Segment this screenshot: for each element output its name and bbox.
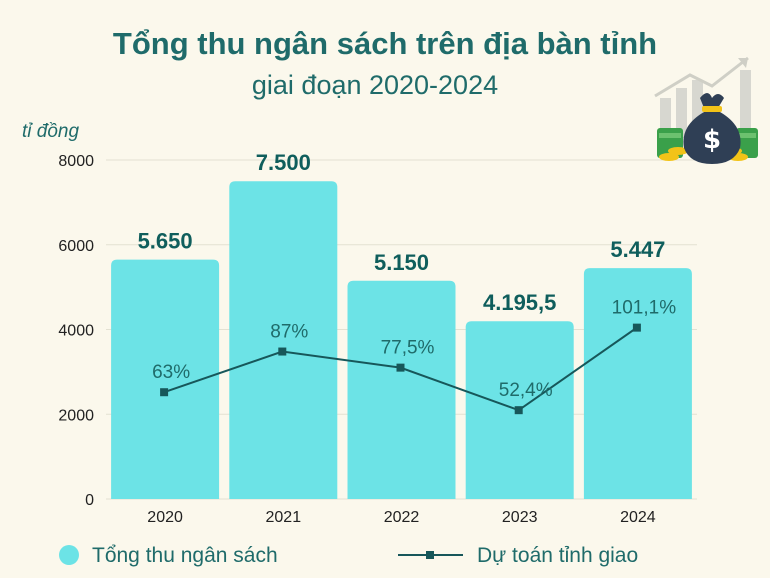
- bar-2024: [583, 268, 692, 499]
- line-point: [514, 406, 523, 415]
- line-series: 63% 87% 77,5% 52,4% 101,1%: [152, 298, 676, 415]
- bar-value-label: 5.150: [374, 250, 429, 275]
- x-axis-ticks: 2020 2021 2022 2023 2024: [147, 509, 655, 526]
- bar-2022: [347, 280, 456, 499]
- line-point: [632, 323, 641, 332]
- line-value-label: 87%: [270, 322, 308, 343]
- y-tick-label: 2000: [58, 407, 94, 424]
- line-value-label: 77,5%: [381, 338, 435, 359]
- bar-value-label: 7.500: [256, 150, 311, 175]
- legend-marker-bar: [59, 545, 79, 565]
- x-tick-label: 2023: [502, 509, 538, 526]
- x-tick-label: 2022: [384, 509, 420, 526]
- svg-text:$: $: [703, 125, 721, 155]
- line-point: [396, 363, 405, 372]
- legend: Tổng thu ngân sách Dự toán tỉnh giao: [59, 544, 638, 567]
- x-tick-label: 2020: [147, 509, 183, 526]
- y-tick-label: 4000: [58, 323, 94, 340]
- bar-value-label: 5.447: [610, 237, 665, 262]
- bar-2021: [229, 181, 338, 499]
- bar-value-label: 5.650: [138, 229, 193, 254]
- x-tick-label: 2021: [266, 509, 302, 526]
- legend-label-line: Dự toán tỉnh giao: [477, 544, 638, 567]
- chart-title: Tổng thu ngân sách trên địa bàn tỉnh: [113, 26, 657, 61]
- bar-value-labels: 5.650 7.500 5.150 4.195,5 5.447: [138, 150, 666, 315]
- y-axis-ticks: 0 2000 4000 6000 8000: [58, 153, 94, 509]
- line-value-label: 52,4%: [499, 380, 553, 401]
- bar-value-label: 4.195,5: [483, 290, 556, 315]
- line-point: [278, 347, 287, 356]
- legend-label-bar: Tổng thu ngân sách: [92, 544, 278, 567]
- line-value-label: 63%: [152, 362, 190, 383]
- y-axis-unit: tỉ đồng: [22, 121, 79, 142]
- y-tick-label: 6000: [58, 238, 94, 255]
- y-tick-label: 8000: [58, 153, 94, 170]
- x-tick-label: 2024: [620, 509, 656, 526]
- chart-subtitle: giai đoạn 2020-2024: [252, 70, 498, 100]
- y-tick-label: 0: [85, 492, 94, 509]
- line-point: [160, 388, 169, 397]
- money-bag-icon: $: [654, 56, 758, 164]
- legend-marker-line: [426, 551, 434, 559]
- line-value-label: 101,1%: [612, 298, 677, 319]
- bar-2020: [111, 259, 220, 499]
